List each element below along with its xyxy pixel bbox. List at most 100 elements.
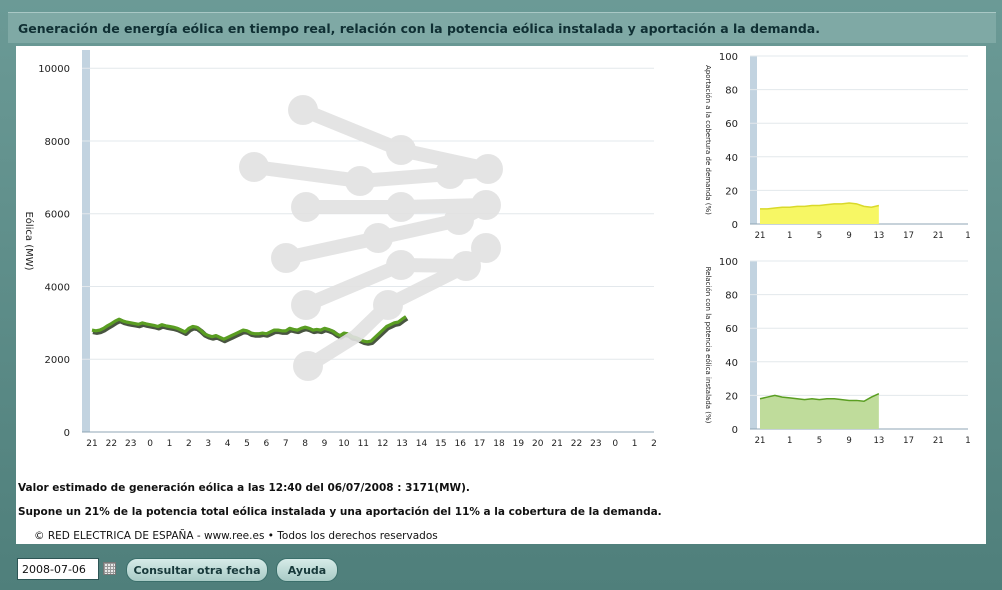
y-tick-label: 60 [725, 119, 738, 130]
y-tick-label: 10000 [38, 64, 70, 75]
x-tick-label: 1 [965, 436, 970, 446]
x-tick-label: 7 [283, 439, 289, 449]
x-tick-label: 13 [396, 439, 407, 449]
logo-dot [473, 154, 503, 184]
calendar-icon[interactable] [103, 562, 116, 575]
logo-dot [271, 243, 301, 273]
estimated-value-text: Valor estimado de generación eólica a la… [18, 482, 470, 494]
area-fill [760, 203, 879, 224]
x-tick-label: 15 [435, 439, 446, 449]
x-tick-label: 8 [302, 439, 308, 449]
y-tick-label: 40 [725, 358, 738, 369]
x-tick-label: 9 [322, 439, 328, 449]
x-tick-label: 23 [125, 439, 136, 449]
y-tick-label: 4000 [45, 282, 70, 293]
y-tick-label: 8000 [45, 137, 70, 148]
logo-dot [291, 290, 321, 320]
y-tick-label: 0 [732, 425, 738, 436]
x-tick-label: 4 [225, 439, 231, 449]
y-axis-band [750, 261, 757, 429]
copyright-text: © RED ELECTRICA DE ESPAÑA - www.ree.es •… [34, 530, 438, 542]
x-tick-label: 13 [873, 231, 884, 241]
x-tick-label: 21 [755, 436, 766, 446]
y-axis-label: Relación con la potencia eólica instalad… [704, 267, 712, 424]
logo-dot [363, 223, 393, 253]
x-tick-label: 22 [571, 439, 582, 449]
y-axis-band [82, 50, 90, 432]
x-tick-label: 14 [416, 439, 428, 449]
logo-dot [386, 135, 416, 165]
logo-dot [293, 351, 323, 381]
logo-dot [471, 233, 501, 263]
y-tick-label: 60 [725, 324, 738, 335]
x-tick-label: 21 [755, 231, 766, 241]
help-button[interactable]: Ayuda [276, 558, 338, 582]
x-tick-label: 3 [205, 439, 211, 449]
x-tick-label: 21 [86, 439, 97, 449]
area-line [760, 202, 880, 210]
y-tick-label: 80 [725, 291, 738, 302]
consult-date-button[interactable]: Consultar otra fecha [126, 558, 268, 582]
logo-bar [247, 160, 495, 188]
x-tick-label: 21 [933, 436, 944, 446]
y-tick-label: 80 [725, 86, 738, 97]
x-tick-label: 10 [338, 439, 350, 449]
y-axis-band [750, 56, 757, 224]
logo-dot [239, 152, 269, 182]
y-axis-label: Aportación a la cobertura de demanda (%) [704, 65, 712, 215]
logo-dot [471, 190, 501, 220]
x-tick-label: 0 [612, 439, 618, 449]
x-tick-label: 5 [817, 231, 822, 241]
x-tick-label: 1 [787, 436, 792, 446]
x-tick-label: 17 [903, 436, 914, 446]
x-tick-label: 17 [474, 439, 485, 449]
page-title: Generación de energía eólica en tiempo r… [18, 21, 820, 36]
logo-dot [291, 192, 321, 222]
x-tick-label: 13 [873, 436, 884, 446]
title-bar: Generación de energía eólica en tiempo r… [8, 12, 996, 43]
logo-bar [301, 259, 473, 373]
y-tick-label: 6000 [45, 210, 70, 221]
x-tick-label: 1 [787, 231, 792, 241]
summary-text: Supone un 21% de la potencia total eólic… [18, 506, 662, 518]
y-tick-label: 20 [725, 186, 738, 197]
date-field[interactable] [17, 558, 99, 580]
logo-dot [386, 192, 416, 222]
area-fill [760, 393, 879, 429]
x-tick-label: 19 [513, 439, 525, 449]
y-tick-label: 100 [719, 257, 738, 268]
y-tick-label: 0 [732, 220, 738, 231]
x-tick-label: 2 [651, 439, 657, 449]
x-tick-label: 12 [377, 439, 388, 449]
logo-dot [345, 166, 375, 196]
logo-bar [279, 199, 493, 265]
x-tick-label: 5 [817, 436, 822, 446]
y-tick-label: 100 [719, 52, 738, 63]
logo-dot [288, 95, 318, 125]
x-tick-label: 23 [590, 439, 601, 449]
x-tick-label: 6 [264, 439, 270, 449]
chart-panel: 0 2000 4000 6000 8000 10000 21 22 23 0 1 2 3 4 5 6 7 8 9 10… [16, 46, 986, 544]
x-tick-label: 9 [846, 436, 851, 446]
x-tick-label: 21 [933, 231, 944, 241]
x-tick-label: 11 [358, 439, 369, 449]
y-tick-label: 20 [725, 391, 738, 402]
x-tick-label: 21 [551, 439, 562, 449]
x-tick-label: 1 [632, 439, 638, 449]
x-tick-label: 1 [965, 231, 970, 241]
x-tick-label: 22 [106, 439, 117, 449]
y-tick-label: 0 [64, 428, 70, 439]
logo-dot [444, 205, 474, 235]
logo-dot [373, 290, 403, 320]
x-tick-label: 17 [903, 231, 914, 241]
y-tick-label: 40 [725, 153, 738, 164]
x-tick-label: 16 [454, 439, 466, 449]
x-tick-label: 1 [167, 439, 173, 449]
x-tick-label: 0 [147, 439, 153, 449]
area-line [759, 393, 880, 403]
ree-watermark-logo [239, 95, 503, 381]
